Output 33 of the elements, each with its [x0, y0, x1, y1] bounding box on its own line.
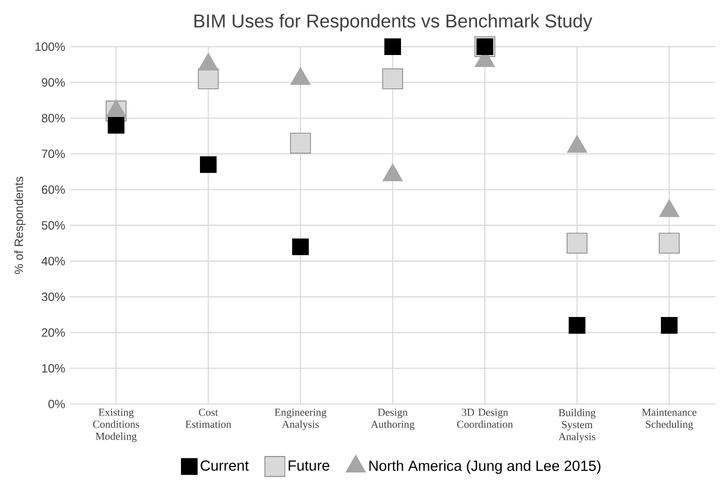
- y-tick-label: 50%: [42, 221, 65, 230]
- y-tick-label: 20%: [42, 328, 65, 337]
- y-tick-label: 80%: [42, 114, 65, 122]
- point: [384, 38, 402, 56]
- y-tick-label: 0%: [48, 400, 65, 408]
- x-tick-label: Engineering Analysis: [274, 408, 326, 430]
- y-tick-label: 70%: [42, 150, 65, 158]
- point: [290, 132, 311, 154]
- point: [108, 116, 124, 134]
- legend-label: Current: [200, 460, 249, 471]
- chart-title: BIM Uses for Respondents vs Benchmark Study: [194, 14, 592, 32]
- x-tick-label: Existing Conditions Modeling: [93, 408, 140, 442]
- x-tick-label: Maintenance Scheduling: [642, 408, 696, 430]
- y-tick-label: 40%: [42, 256, 65, 266]
- x-tick-label: Building System Analysis: [558, 408, 596, 442]
- x-tick-label: Cost Estimation: [185, 408, 232, 428]
- point: [568, 317, 586, 334]
- point: [660, 317, 678, 334]
- y-tick-label: 10%: [42, 364, 65, 373]
- point: [382, 68, 404, 90]
- point: [566, 232, 588, 254]
- x-tick-label: Design Authoring: [370, 408, 414, 430]
- y-tick-label: 90%: [42, 78, 65, 87]
- point: [658, 232, 680, 254]
- point: [200, 156, 217, 173]
- y-tick-label: 100%: [36, 42, 65, 51]
- y-axis-title: % of Respondents: [14, 176, 26, 274]
- legend-label: Future: [288, 460, 330, 471]
- y-tick-label: 30%: [42, 292, 65, 302]
- x-tick-label: 3D Design Coordination: [457, 408, 513, 428]
- y-tick-label: 60%: [42, 185, 65, 194]
- point: [292, 238, 309, 256]
- legend-label: North America (Jung and Lee 2015): [369, 460, 600, 474]
